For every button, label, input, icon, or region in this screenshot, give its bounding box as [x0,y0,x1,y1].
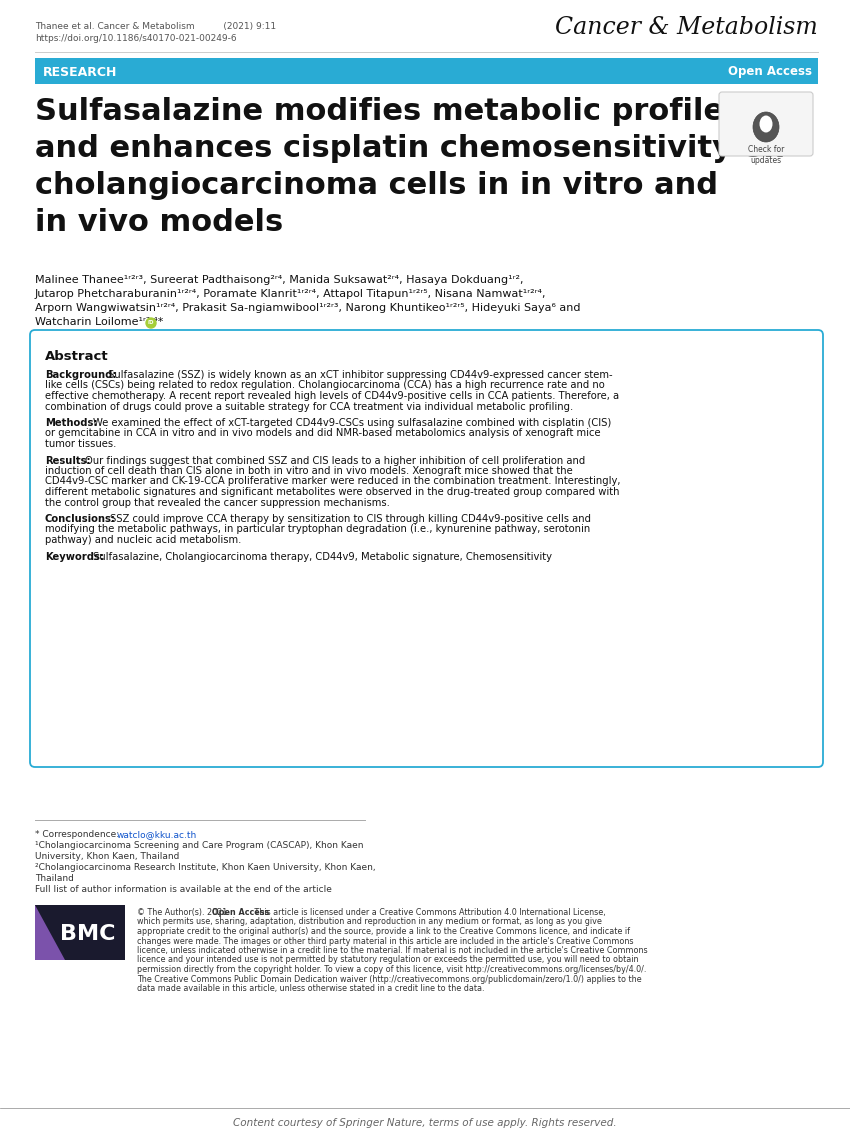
Text: Jutarop Phetcharaburanin¹ʳ²ʳ⁴, Poramate Klanrit¹ʳ²ʳ⁴, Attapol Titapun¹ʳ²ʳ⁵, Nisa: Jutarop Phetcharaburanin¹ʳ²ʳ⁴, Poramate … [35,289,547,299]
Circle shape [146,318,156,329]
Text: Results:: Results: [45,455,91,465]
Text: and enhances cisplatin chemosensitivity on: and enhances cisplatin chemosensitivity … [35,134,785,163]
Polygon shape [35,905,65,960]
Text: which permits use, sharing, adaptation, distribution and reproduction in any med: which permits use, sharing, adaptation, … [137,918,602,927]
Text: the control group that revealed the cancer suppression mechanisms.: the control group that revealed the canc… [45,498,390,508]
Text: Sulfasalazine (SSZ) is widely known as an xCT inhibitor suppressing CD44v9-expre: Sulfasalazine (SSZ) is widely known as a… [108,370,613,380]
Text: Thailand: Thailand [35,874,74,883]
Text: changes were made. The images or other third party material in this article are : changes were made. The images or other t… [137,936,633,945]
Text: ²Cholangiocarcinoma Research Institute, Khon Kaen University, Khon Kaen,: ²Cholangiocarcinoma Research Institute, … [35,863,376,872]
Text: tumor tissues.: tumor tissues. [45,439,116,449]
Ellipse shape [760,115,773,132]
Text: effective chemotherapy. A recent report revealed high levels of CD44v9-positive : effective chemotherapy. A recent report … [45,391,619,401]
Text: cholangiocarcinoma cells in in vitro and: cholangiocarcinoma cells in in vitro and [35,170,718,200]
Text: licence and your intended use is not permitted by statutory regulation or exceed: licence and your intended use is not per… [137,955,638,964]
Text: Conclusions:: Conclusions: [45,514,116,524]
Text: appropriate credit to the original author(s) and the source, provide a link to t: appropriate credit to the original autho… [137,927,630,936]
Text: permission directly from the copyright holder. To view a copy of this licence, v: permission directly from the copyright h… [137,965,646,974]
Text: induction of cell death than CIS alone in both in vitro and in vivo models. Xeno: induction of cell death than CIS alone i… [45,466,573,476]
Text: different metabolic signatures and significant metabolites were observed in the : different metabolic signatures and signi… [45,487,620,497]
Text: Cancer & Metabolism: Cancer & Metabolism [555,17,818,40]
Text: modifying the metabolic pathways, in particular tryptophan degradation (i.e., ky: modifying the metabolic pathways, in par… [45,525,590,534]
Text: pathway) and nucleic acid metabolism.: pathway) and nucleic acid metabolism. [45,535,241,545]
Text: like cells (CSCs) being related to redox regulation. Cholangiocarcinoma (CCA) ha: like cells (CSCs) being related to redox… [45,380,604,391]
Text: Sulfasalazine, Cholangiocarcinoma therapy, CD44v9, Metabolic signature, Chemosen: Sulfasalazine, Cholangiocarcinoma therap… [93,551,552,561]
Text: We examined the effect of xCT-targeted CD44v9-CSCs using sulfasalazine combined : We examined the effect of xCT-targeted C… [93,418,611,428]
Text: ¹Cholangiocarcinoma Screening and Care Program (CASCAP), Khon Kaen: ¹Cholangiocarcinoma Screening and Care P… [35,841,364,850]
Text: Malinee Thanee¹ʳ²ʳ³, Sureerat Padthaisong²ʳ⁴, Manida Suksawat²ʳ⁴, Hasaya Dokduan: Malinee Thanee¹ʳ²ʳ³, Sureerat Padthaison… [35,275,524,285]
Text: Watcharin Loilome¹ʳ²ʳ⁴*: Watcharin Loilome¹ʳ²ʳ⁴* [35,317,163,327]
Text: Content courtesy of Springer Nature, terms of use apply. Rights reserved.: Content courtesy of Springer Nature, ter… [233,1118,617,1128]
Text: * Correspondence:: * Correspondence: [35,830,122,839]
Text: https://doi.org/10.1186/s40170-021-00249-6: https://doi.org/10.1186/s40170-021-00249… [35,34,236,43]
Text: Open Access: Open Access [728,65,812,79]
Text: Open Access: Open Access [212,908,269,917]
Text: © The Author(s). 2021: © The Author(s). 2021 [137,908,230,917]
Text: iD: iD [148,321,154,325]
FancyBboxPatch shape [719,91,813,156]
Text: CD44v9-CSC marker and CK-19-CCA proliferative marker were reduced in the combina: CD44v9-CSC marker and CK-19-CCA prolifer… [45,476,620,487]
Bar [35,905,125,960]
Text: Arporn Wangwiwatsin¹ʳ²ʳ⁴, Prakasit Sa-ngiamwibool¹ʳ²ʳ³, Narong Khuntikeo¹ʳ²ʳ⁵, H: Arporn Wangwiwatsin¹ʳ²ʳ⁴, Prakasit Sa-ng… [35,303,581,313]
Bar [35,58,818,84]
Text: Abstract: Abstract [45,350,109,364]
Text: Thanee et al. Cancer & Metabolism          (2021) 9:11: Thanee et al. Cancer & Metabolism (2021)… [35,21,276,30]
Text: or gemcitabine in CCA in vitro and in vivo models and did NMR-based metabolomics: or gemcitabine in CCA in vitro and in vi… [45,429,601,438]
Text: Background:: Background: [45,370,116,380]
Text: This article is licensed under a Creative Commons Attribution 4.0 International : This article is licensed under a Creativ… [252,908,606,917]
Text: Sulfasalazine modifies metabolic profiles: Sulfasalazine modifies metabolic profile… [35,97,742,126]
Text: watclo@kku.ac.th: watclo@kku.ac.th [117,830,197,839]
Text: Full list of author information is available at the end of the article: Full list of author information is avail… [35,885,332,894]
Text: SSZ could improve CCA therapy by sensitization to CIS through killing CD44v9-pos: SSZ could improve CCA therapy by sensiti… [110,514,591,524]
Text: BMC: BMC [60,925,116,945]
Text: licence, unless indicated otherwise in a credit line to the material. If materia: licence, unless indicated otherwise in a… [137,946,648,955]
FancyBboxPatch shape [30,330,823,767]
Text: Our findings suggest that combined SSZ and CIS leads to a higher inhibition of c: Our findings suggest that combined SSZ a… [85,455,586,465]
Text: Check for
updates: Check for updates [748,145,785,165]
Text: The Creative Commons Public Domain Dedication waiver (http://creativecommons.org: The Creative Commons Public Domain Dedic… [137,974,642,983]
Text: Methods:: Methods: [45,418,98,428]
Text: combination of drugs could prove a suitable strategy for CCA treatment via indiv: combination of drugs could prove a suita… [45,402,573,411]
Text: in vivo models: in vivo models [35,208,283,237]
Text: data made available in this article, unless otherwise stated in a credit line to: data made available in this article, unl… [137,984,484,994]
Text: Keywords:: Keywords: [45,551,104,561]
Ellipse shape [753,112,779,142]
Text: RESEARCH: RESEARCH [43,65,117,79]
Text: University, Khon Kaen, Thailand: University, Khon Kaen, Thailand [35,852,179,861]
